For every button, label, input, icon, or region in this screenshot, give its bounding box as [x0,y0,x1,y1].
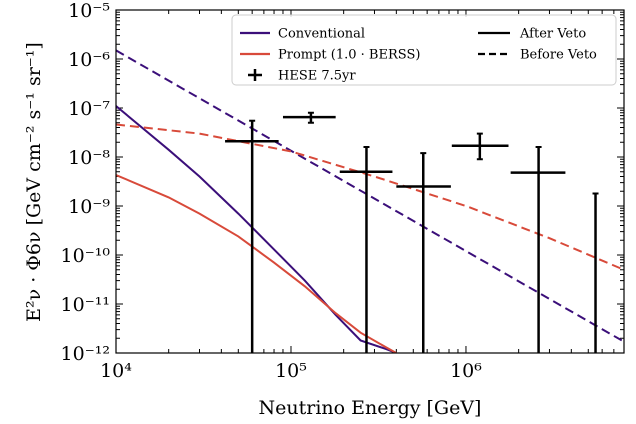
legend: Conventional Prompt (1.0 · BERSS) HESE 7.5… [231,14,617,86]
y-tick-label: 10⁻⁷ [68,98,110,120]
hese-point [282,111,336,124]
y-tick-label: 10⁻¹⁰ [61,245,111,267]
x-tick-label: 10⁶ [450,360,482,382]
tick-layer [115,9,625,354]
legend-label: After Veto [519,27,586,42]
legend-label: HESE 7.5yr [278,69,356,84]
hese-point [510,145,566,353]
x-axis-label: Neutrino Energy [GeV] [259,397,482,419]
legend-label: Before Veto [520,48,597,63]
x-tick-label: 10⁴ [100,360,132,382]
hese-point [225,119,279,353]
conventional-after-veto-line [116,105,397,353]
legend-label: Prompt (1.0 · BERSS) [278,48,420,63]
x-tick-label: 10⁵ [275,360,307,382]
hese-point [451,132,509,161]
hese-point [592,192,599,353]
y-axis-label: E²ν · Φ6ν [GeV cm⁻² s⁻¹ sr⁻¹] [23,42,45,322]
y-tick-label: 10⁻⁵ [68,0,110,22]
plot-frame [115,9,625,354]
legend-label: Conventional [278,27,365,42]
y-tick-label: 10⁻⁹ [68,196,110,218]
hese-points-layer [225,111,599,353]
hese-point [396,152,451,353]
conventional-before-veto-line [116,49,624,343]
y-tick-label: 10⁻¹¹ [61,294,110,316]
prompt-after-veto-line [116,174,397,353]
series-layer [116,49,624,353]
y-tick-label: 10⁻¹² [61,343,110,365]
y-tick-label: 10⁻⁶ [68,49,110,71]
tick-labels: 10⁴ 10⁵ 10⁶ 10⁻¹² 10⁻¹¹ 10⁻¹⁰ 10⁻⁹ 10⁻⁸ 10⁻⁷ 10⁻⁶… [61,0,483,382]
legend-box [231,14,617,86]
y-tick-label: 10⁻⁸ [68,147,110,169]
hese-point [339,145,393,353]
prompt-before-veto-line [116,123,624,271]
